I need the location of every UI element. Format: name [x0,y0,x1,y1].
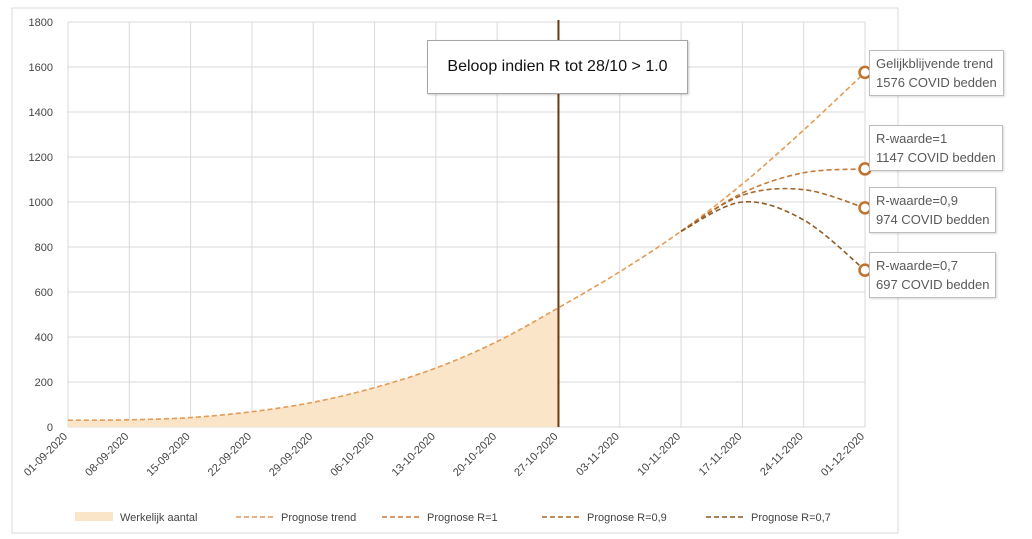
x-tick-label: 10-11-2020 [636,431,684,479]
callout-r09: R-waarde=0,9 974 COVID bedden [869,187,997,233]
callout-trend: Gelijkblijvende trend 1576 COVID bedden [869,50,1004,96]
y-tick-label: 0 [47,422,53,434]
y-tick-label: 200 [35,377,53,389]
area-layer [68,307,559,427]
y-tick-label: 1600 [29,62,53,74]
series-prognose-r-0-7 [680,200,866,271]
y-tick-label: 400 [35,332,53,344]
x-tick-label: 01-12-2020 [819,431,867,479]
callout-r09-line2: 974 COVID bedden [876,212,990,227]
y-tick-label: 1200 [29,152,53,164]
y-tick-label: 1800 [29,17,53,29]
x-tick-label: 22-09-2020 [206,431,254,479]
series-werkelijk-aantal [68,307,559,427]
y-tick-label: 1000 [29,197,53,209]
legend-label-prognose-r-0-9: Prognose R=0,9 [587,512,667,524]
x-tick-label: 01-09-2020 [22,431,70,479]
y-tick-label: 600 [35,287,53,299]
series-prognose-r-1 [680,168,866,232]
series-prognose-r-0-9 [680,187,866,232]
callout-r07: R-waarde=0,7 697 COVID bedden [869,252,997,298]
legend-label-prognose-r-1: Prognose R=1 [427,512,498,524]
x-tick-label: 20-10-2020 [451,431,499,479]
x-tick-label: 08-09-2020 [83,431,131,479]
scenario-label: Beloop indien R tot 28/10 > 1.0 [427,40,688,94]
x-tick-label: 03-11-2020 [574,431,622,479]
y-tick-label: 1400 [29,107,53,119]
callout-trend-line1: Gelijkblijvende trend [876,56,994,71]
callout-r07-line2: 697 COVID bedden [876,277,990,292]
callout-r09-line1: R-waarde=0,9 [876,193,959,208]
legend: Werkelijk aantal Prognose trend Prognose R… [75,512,831,524]
scenario-label-text: Beloop indien R tot 28/10 > 1.0 [447,58,668,75]
callout-r1: R-waarde=1 1147 COVID bedden [869,125,1003,171]
y-axis: 0 200 400 600 800 1000 1200 1400 1600 1800 [29,17,53,434]
x-tick-label: 15-09-2020 [144,431,192,479]
x-tick-label: 27-10-2020 [512,431,560,479]
x-axis: 01-09-2020 08-09-2020 15-09-2020 22-09-2020… [22,431,867,479]
callout-trend-line2: 1576 COVID bedden [876,75,997,90]
callout-r07-line1: R-waarde=0,7 [876,258,959,273]
x-tick-label: 13-10-2020 [390,431,438,479]
legend-label-prognose-trend: Prognose trend [281,512,356,524]
x-tick-label: 24-11-2020 [758,431,806,479]
x-tick-label: 06-10-2020 [328,431,376,479]
series-prognose-trend [67,71,866,422]
legend-label-werkelijk-aantal: Werkelijk aantal [120,512,197,524]
legend-label-prognose-r-0-7: Prognose R=0,7 [751,512,831,524]
callout-r1-line2: 1147 COVID bedden [876,150,996,165]
x-tick-label: 29-09-2020 [267,431,315,479]
x-tick-label: 17-11-2020 [697,431,745,479]
markers-layer [858,65,872,277]
y-tick-label: 800 [35,242,53,254]
legend-swatch-werkelijk-aantal [75,512,113,521]
callout-r1-line1: R-waarde=1 [876,131,948,146]
